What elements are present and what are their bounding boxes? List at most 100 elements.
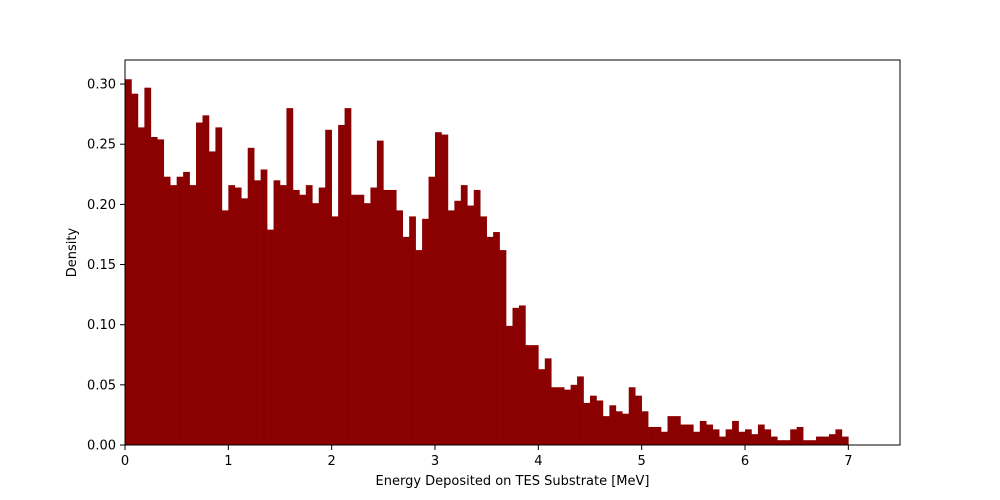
histogram-bar: [280, 185, 287, 445]
y-axis-label: Density: [65, 227, 80, 277]
histogram-bar: [396, 210, 404, 445]
histogram-bar: [183, 171, 190, 445]
histogram-bar: [157, 139, 165, 445]
histogram-bar: [351, 194, 358, 445]
histogram-bar: [415, 250, 423, 445]
histogram-bar: [822, 436, 830, 445]
histogram-bar: [189, 185, 197, 445]
histogram-bar: [125, 79, 132, 445]
histogram-bar: [499, 250, 507, 445]
x-tick-label: 7: [844, 454, 852, 469]
histogram-bar: [454, 200, 462, 445]
histogram-bar: [699, 420, 707, 445]
x-tick-label: 0: [121, 454, 129, 469]
histogram-bar: [544, 358, 552, 445]
histogram-bars: [125, 79, 849, 445]
histogram-bar: [447, 210, 455, 445]
x-tick-label: 6: [741, 454, 749, 469]
x-tick-label: 5: [638, 454, 646, 469]
histogram-bar: [790, 429, 797, 445]
histogram-bar: [518, 305, 526, 445]
histogram-bar: [596, 400, 604, 445]
histogram-bar: [809, 440, 817, 445]
histogram-bar: [602, 416, 610, 445]
histogram-bar: [441, 134, 449, 445]
histogram-bar: [325, 129, 332, 445]
histogram-bar: [370, 187, 378, 445]
histogram-bar: [435, 132, 442, 445]
histogram-bar: [841, 436, 849, 445]
histogram-bar: [338, 124, 345, 445]
histogram-bar: [551, 387, 559, 445]
histogram-bar: [299, 194, 307, 445]
y-tick-label: 0.25: [87, 138, 116, 153]
histogram-bar: [473, 189, 481, 445]
histogram-bar: [131, 93, 139, 445]
histogram-bar: [525, 345, 533, 445]
histogram-bar: [273, 180, 281, 445]
histogram-bar: [564, 389, 571, 445]
histogram-bar: [150, 137, 158, 445]
histogram-bar: [376, 140, 384, 445]
histogram-bar: [480, 216, 487, 445]
histogram-bar: [163, 176, 171, 445]
histogram-bar: [506, 325, 513, 445]
histogram-bar: [796, 426, 804, 445]
histogram-bar: [531, 345, 539, 445]
x-axis-label: Energy Deposited on TES Substrate [MeV]: [376, 474, 650, 489]
histogram-bar: [590, 395, 597, 445]
histogram-bar: [383, 189, 391, 445]
x-tick-label: 3: [431, 454, 439, 469]
y-tick-label: 0.10: [87, 318, 116, 333]
histogram-bar: [828, 434, 836, 445]
histogram-bar: [667, 416, 675, 445]
histogram-bar: [247, 147, 255, 445]
x-axis-ticks: 0 1 2 3 4 5 6 7: [121, 445, 852, 469]
histogram-bar: [712, 429, 720, 445]
histogram-bar: [757, 424, 765, 445]
histogram-bar: [770, 436, 778, 445]
x-tick-label: 1: [224, 454, 232, 469]
histogram-bar: [777, 440, 785, 445]
histogram-bar: [312, 203, 320, 445]
histogram-bar: [305, 185, 313, 445]
histogram-bar: [428, 176, 436, 445]
histogram-bar: [635, 395, 642, 445]
histogram-bar: [357, 194, 365, 445]
histogram-bar: [680, 424, 688, 445]
histogram-bar: [286, 108, 294, 445]
histogram-bar: [693, 431, 701, 445]
histogram-bar: [331, 216, 339, 445]
histogram-bar: [816, 436, 823, 445]
histogram-bar: [738, 431, 746, 445]
histogram-bar: [344, 108, 352, 445]
histogram-bar: [835, 429, 843, 445]
histogram-bar: [538, 369, 546, 445]
histogram-bar: [803, 440, 810, 445]
y-tick-label: 0.20: [87, 198, 116, 213]
histogram-bar: [648, 426, 655, 445]
histogram-bar: [732, 420, 739, 445]
x-tick-label: 4: [534, 454, 542, 469]
histogram-bar: [460, 185, 468, 445]
histogram-bar: [719, 436, 726, 445]
histogram-bar: [221, 210, 229, 445]
histogram-bar: [202, 115, 210, 445]
histogram-bar: [764, 429, 772, 445]
histogram-bar: [208, 151, 216, 445]
histogram-bar: [422, 218, 429, 445]
histogram-bar: [609, 405, 617, 445]
histogram-bar: [144, 87, 152, 445]
histogram-bar: [622, 413, 630, 445]
histogram-bar: [260, 169, 268, 445]
y-tick-label: 0.15: [87, 258, 116, 273]
histogram-bar: [615, 411, 623, 445]
histogram-bar: [170, 185, 177, 445]
histogram-bar: [254, 180, 261, 445]
histogram-bar: [493, 232, 500, 445]
histogram-bar: [557, 387, 565, 445]
x-tick-label: 2: [328, 454, 336, 469]
histogram-bar: [628, 387, 636, 445]
histogram-bar: [292, 189, 300, 445]
